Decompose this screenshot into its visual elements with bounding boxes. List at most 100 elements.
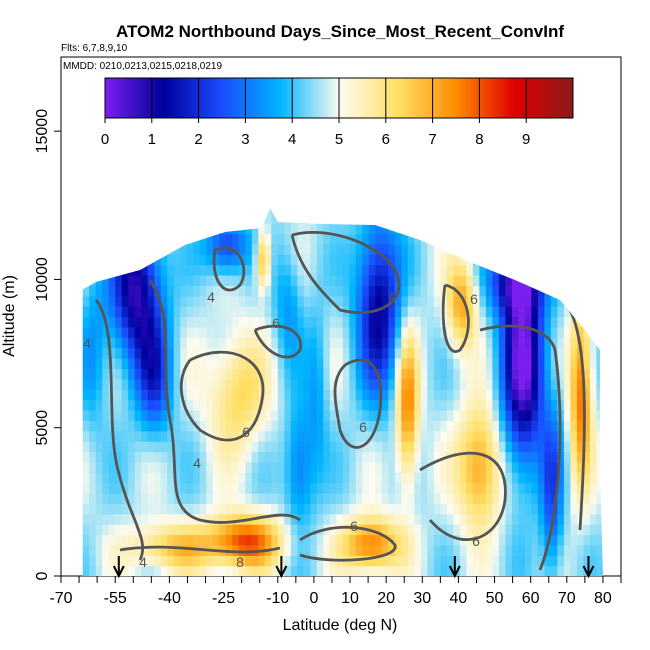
heatmap-cell: [336, 389, 344, 401]
heatmap-cell: [414, 420, 422, 432]
heatmap-cell: [355, 503, 363, 515]
heatmap-cell: [284, 337, 292, 349]
heatmap-cell: [290, 451, 298, 463]
heatmap-cell: [323, 264, 331, 276]
heatmap-cell: [466, 461, 474, 473]
heatmap-cell: [134, 316, 142, 328]
heatmap-cell: [167, 534, 175, 546]
heatmap-cell: [433, 295, 441, 307]
heatmap-cell: [518, 347, 526, 359]
heatmap-cell: [596, 295, 603, 307]
heatmap-cell: [141, 223, 149, 235]
heatmap-cell: [206, 233, 214, 245]
heatmap-cell: [329, 378, 337, 390]
heatmap-cell: [271, 451, 279, 463]
heatmap-cell: [206, 264, 214, 276]
heatmap-cell: [420, 368, 428, 380]
heatmap-cell: [538, 192, 545, 203]
heatmap-cell: [102, 212, 110, 224]
heatmap-cell: [290, 285, 298, 297]
heatmap-cell: [82, 295, 90, 307]
heatmap-cell: [245, 208, 253, 214]
heatmap-cell: [564, 192, 571, 203]
heatmap-cell: [219, 208, 227, 214]
colorbar-tick-label: 5: [335, 131, 343, 148]
heatmap-cell: [602, 243, 603, 255]
heatmap-cell: [160, 275, 168, 286]
heatmap-cell: [577, 182, 584, 193]
heatmap-cell: [355, 316, 363, 328]
heatmap-cell: [167, 503, 175, 515]
heatmap-cell: [173, 378, 181, 390]
heatmap-cell: [362, 233, 370, 245]
heatmap-cell: [375, 430, 383, 442]
heatmap-cell: [251, 503, 259, 515]
heatmap-cell: [160, 295, 168, 307]
heatmap-cell: [128, 472, 136, 484]
heatmap-cell: [518, 337, 526, 349]
heatmap-cell: [388, 409, 396, 421]
heatmap-cell: [147, 337, 155, 349]
heatmap-cell: [323, 212, 331, 224]
heatmap-cell: [433, 358, 441, 369]
heatmap-cell: [180, 326, 188, 338]
heatmap-cell: [446, 254, 454, 266]
heatmap-cell: [550, 223, 558, 235]
heatmap-cell: [277, 208, 285, 214]
heatmap-cell: [420, 399, 428, 411]
heatmap-cell: [485, 285, 493, 297]
heatmap-cell: [355, 399, 363, 411]
heatmap-cell: [394, 389, 402, 401]
heatmap-cell: [537, 493, 545, 504]
heatmap-cell: [453, 275, 461, 286]
heatmap-cell: [505, 524, 513, 536]
heatmap-cell: [134, 306, 142, 318]
heatmap-cell: [511, 534, 519, 546]
heatmap-cell: [316, 295, 324, 307]
heatmap-cell: [505, 233, 513, 245]
flight-arrow-head: [112, 565, 125, 579]
heatmap-cell: [271, 409, 279, 421]
heatmap-cell: [323, 482, 331, 494]
heatmap-cell: [95, 347, 103, 359]
heatmap-cell: [284, 420, 292, 432]
heatmap-cell: [537, 285, 545, 297]
heatmap-cell: [479, 337, 487, 349]
heatmap-cell: [505, 451, 513, 463]
heatmap-cell: [121, 441, 129, 453]
heatmap-cell: [121, 326, 129, 338]
heatmap-cell: [271, 472, 279, 484]
heatmap-cell: [550, 451, 558, 463]
heatmap-cell: [537, 275, 545, 286]
heatmap-cell: [102, 347, 110, 359]
heatmap-cell: [212, 212, 220, 224]
heatmap-cell: [492, 389, 500, 401]
heatmap-cell: [303, 316, 311, 328]
heatmap-cell: [570, 461, 578, 473]
heatmap-cell: [95, 306, 103, 318]
heatmap-cell: [148, 182, 155, 193]
heatmap-cell: [446, 461, 454, 473]
heatmap-cell: [544, 358, 552, 369]
heatmap-cell: [284, 534, 292, 546]
heatmap-cell: [375, 555, 383, 567]
heatmap-cell: [511, 378, 519, 390]
heatmap-cell: [375, 544, 383, 556]
heatmap-cell: [589, 285, 597, 297]
heatmap-cell: [141, 503, 149, 515]
heatmap-cell: [102, 513, 110, 525]
heatmap-cell: [589, 223, 597, 235]
heatmap-cell: [212, 451, 220, 463]
heatmap-cell: [160, 565, 168, 576]
heatmap-cell: [583, 534, 591, 546]
heatmap-cell: [277, 472, 285, 484]
heatmap-cell: [446, 306, 454, 318]
heatmap-cell: [557, 534, 565, 546]
heatmap-cell: [173, 358, 181, 369]
heatmap-cell: [524, 472, 532, 484]
heatmap-cell: [121, 243, 129, 255]
heatmap-cell: [518, 192, 525, 203]
contour-label: 6: [472, 533, 480, 549]
heatmap-cell: [206, 534, 214, 546]
heatmap-cell: [141, 430, 149, 442]
